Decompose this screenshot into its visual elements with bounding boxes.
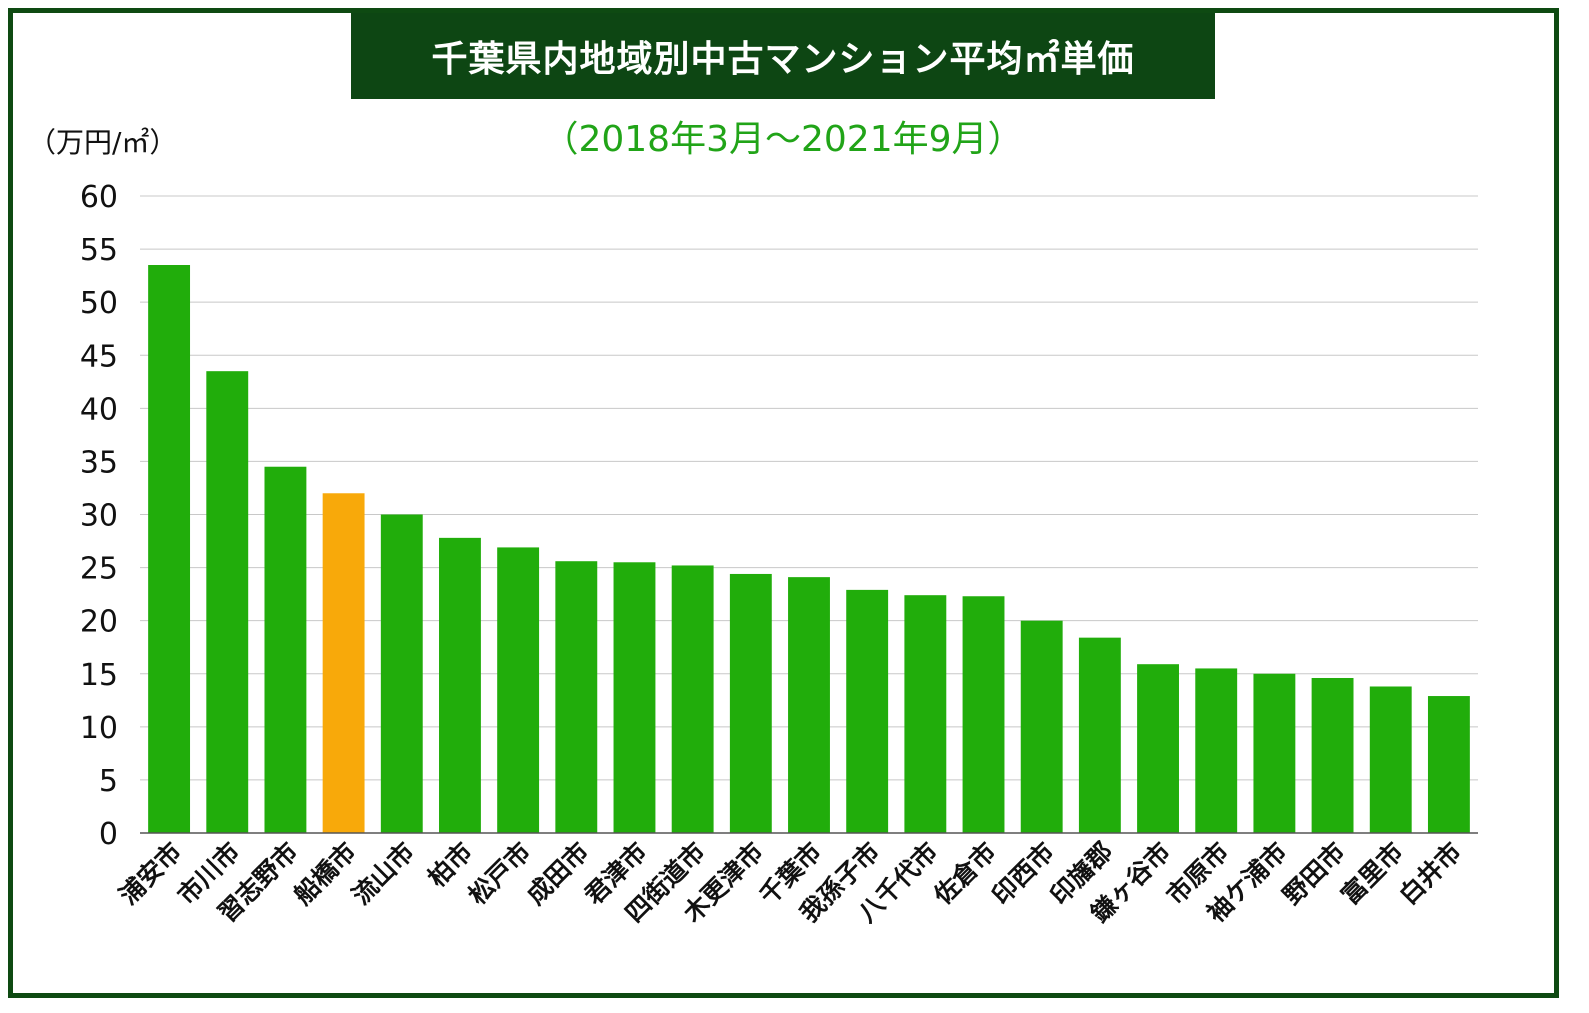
bar bbox=[1137, 664, 1179, 833]
x-category-label: 佐倉市 bbox=[928, 837, 1002, 911]
y-tick-label: 35 bbox=[80, 445, 118, 480]
bar bbox=[148, 265, 191, 834]
bar bbox=[1020, 620, 1063, 833]
y-tick-label: 50 bbox=[80, 286, 118, 321]
x-category-label: 流山市 bbox=[346, 837, 420, 911]
bar bbox=[380, 514, 423, 833]
bar bbox=[322, 493, 365, 833]
bar bbox=[1311, 677, 1354, 833]
bar bbox=[264, 466, 307, 833]
chart-subtitle: （2018年3月〜2021年9月） bbox=[542, 119, 1024, 160]
bar bbox=[1369, 686, 1412, 833]
chart-title: 千葉県内地域別中古マンション平均㎡単価 bbox=[351, 13, 1215, 99]
bar bbox=[1427, 696, 1470, 833]
bar bbox=[846, 589, 889, 833]
x-category-label: 成田市 bbox=[521, 837, 595, 911]
y-tick-label: 25 bbox=[80, 552, 118, 587]
bar bbox=[555, 561, 598, 833]
x-category-label: 船橋市 bbox=[288, 837, 362, 911]
bar bbox=[1078, 637, 1121, 833]
y-tick-label: 45 bbox=[80, 339, 118, 374]
x-category-label: 印西市 bbox=[986, 837, 1060, 911]
x-category-label: 野田市 bbox=[1277, 837, 1351, 911]
bar bbox=[671, 565, 714, 833]
x-category-label: 松戸市 bbox=[463, 837, 537, 911]
bar bbox=[497, 547, 540, 833]
bar bbox=[439, 537, 481, 833]
y-axis-unit-label: （万円/㎡） bbox=[28, 126, 178, 159]
bar bbox=[904, 595, 947, 833]
x-category-label: 浦安市 bbox=[114, 837, 188, 911]
y-tick-label: 60 bbox=[80, 180, 118, 215]
y-tick-label: 20 bbox=[80, 605, 118, 640]
y-tick-label: 55 bbox=[80, 233, 118, 268]
bar bbox=[788, 577, 830, 833]
bar bbox=[1253, 673, 1296, 833]
bar bbox=[206, 371, 249, 833]
x-category-label: 白井市 bbox=[1394, 837, 1468, 911]
y-tick-label: 10 bbox=[80, 711, 118, 746]
y-tick-label: 15 bbox=[80, 658, 118, 693]
y-tick-label: 0 bbox=[99, 817, 118, 852]
y-tick-label: 5 bbox=[99, 764, 118, 799]
bar bbox=[613, 562, 656, 833]
bar bbox=[1195, 668, 1238, 833]
bar bbox=[729, 573, 772, 833]
bar bbox=[962, 596, 1005, 833]
y-tick-label: 40 bbox=[80, 392, 118, 427]
y-tick-label: 30 bbox=[80, 499, 118, 534]
x-category-label: 富里市 bbox=[1335, 837, 1409, 911]
